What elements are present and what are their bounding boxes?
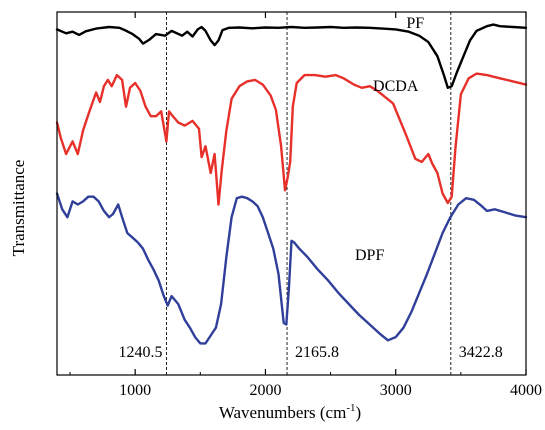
plot-frame (56, 11, 527, 376)
series-labels: PF DCDA DPF (355, 15, 424, 264)
series-label-pf: PF (406, 15, 424, 32)
annotation-label-1: 2165.8 (295, 344, 339, 361)
annotation-label-0: 1240.5 (118, 344, 162, 361)
series-layer (55, 23, 528, 345)
series-label-dpf: DPF (355, 247, 384, 264)
annotation-labels: 1240.5 2165.8 3422.8 (118, 344, 502, 361)
series-line-pf (55, 23, 528, 89)
x-tick-label-3000: 3000 (380, 382, 412, 399)
x-tick-label-4000: 4000 (510, 382, 542, 399)
x-tick-label-2000: 2000 (249, 382, 281, 399)
annotation-label-2: 3422.8 (459, 344, 503, 361)
tick-layer: 1000 2000 3000 4000 (69, 12, 542, 399)
y-axis-label: Transmittance (9, 160, 28, 257)
series-line-dpf (55, 192, 528, 345)
x-tick-label-1000: 1000 (119, 382, 151, 399)
series-label-dcda: DCDA (373, 78, 419, 95)
x-axis-label: Wavenumbers (cm-1) (219, 402, 361, 422)
series-line-dcda (55, 72, 528, 206)
